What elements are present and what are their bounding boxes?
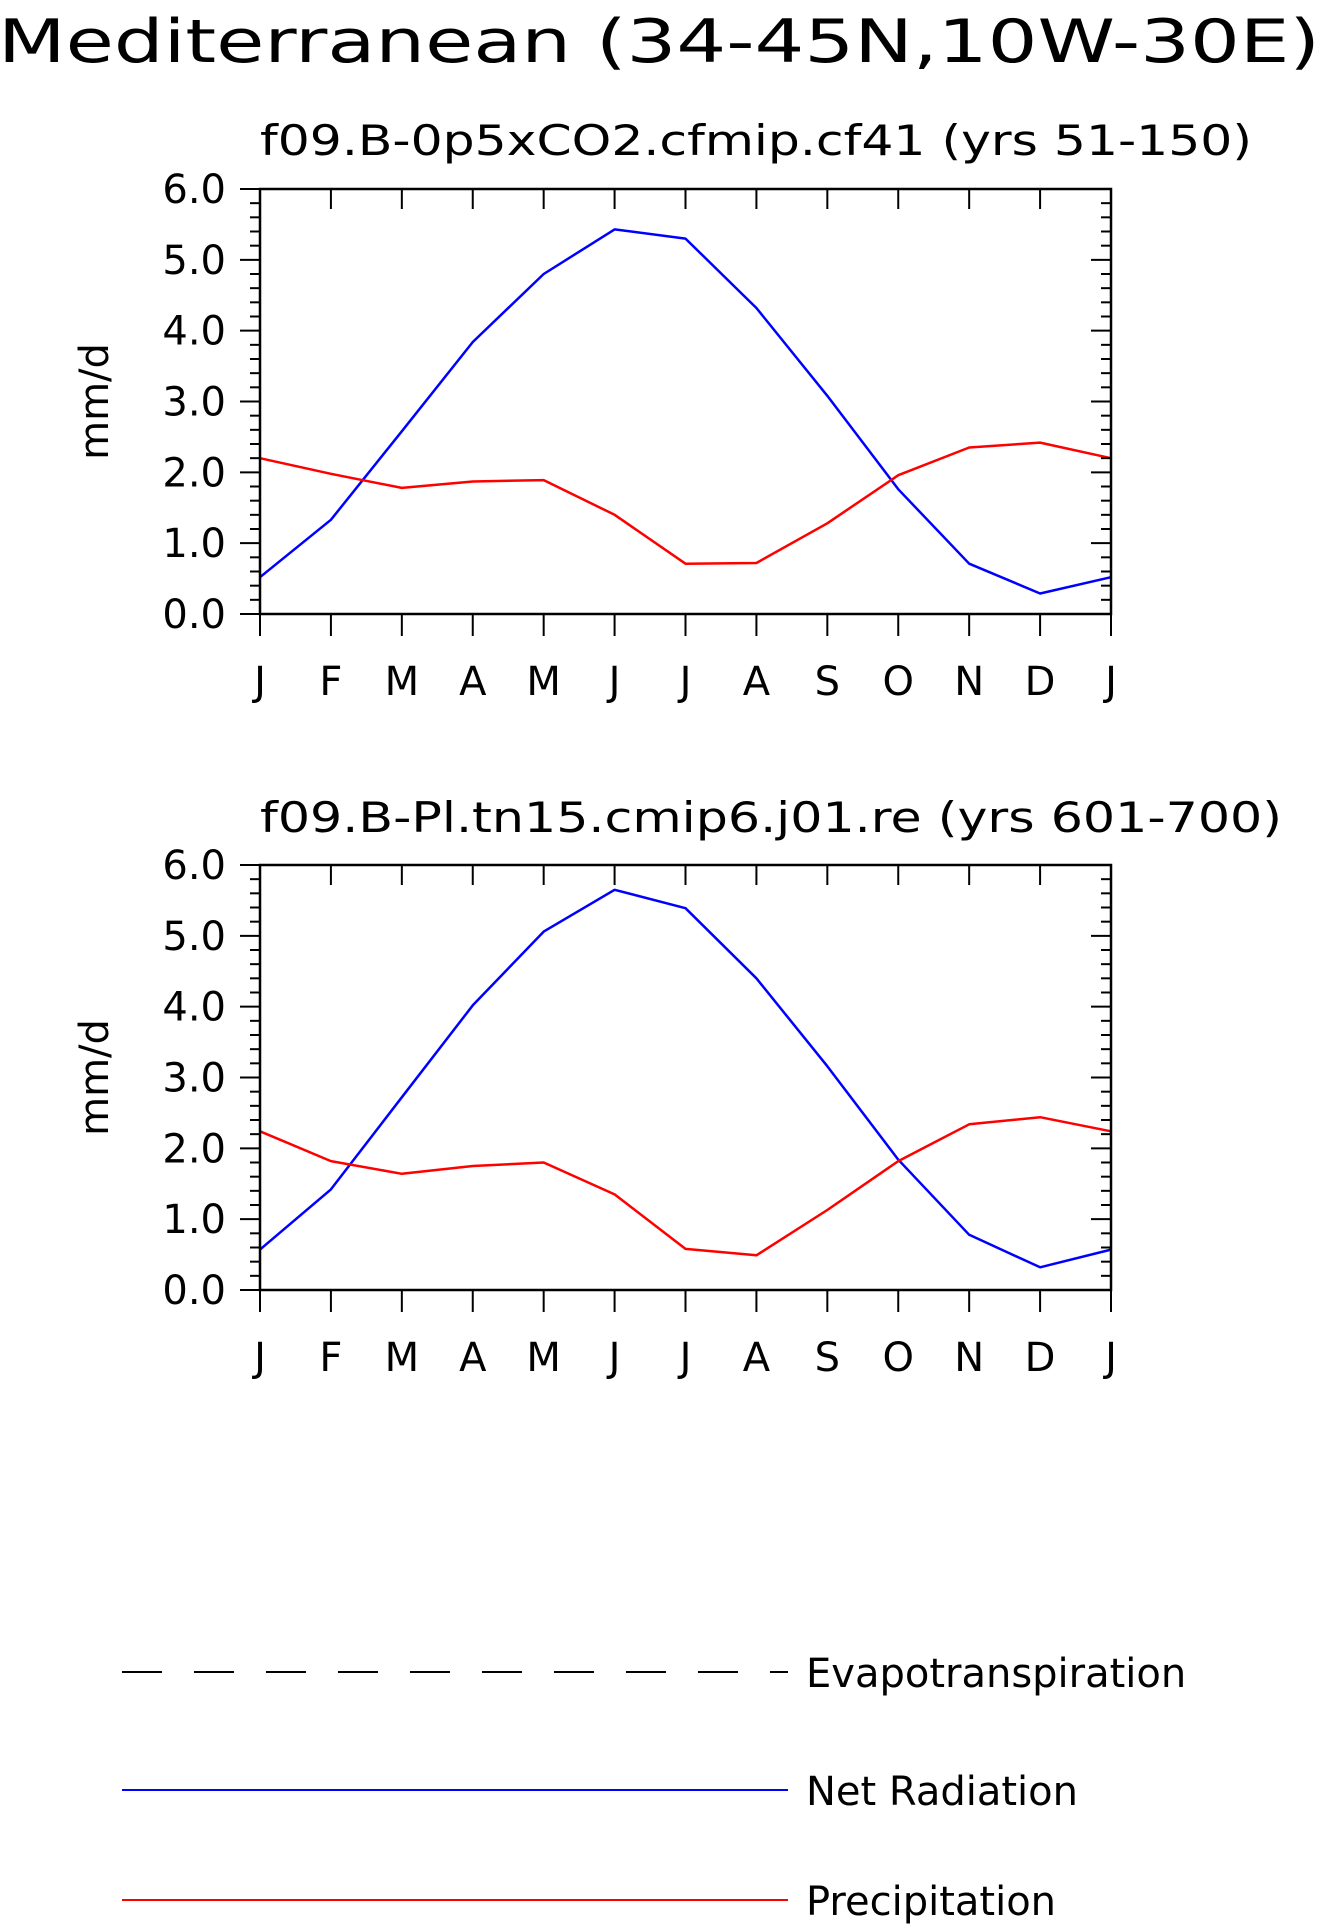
x-tick-label: N [954, 1335, 984, 1381]
plot-frame [258, 863, 1113, 1292]
x-tick-label: J [677, 1335, 692, 1381]
x-tick-label: A [743, 1335, 771, 1381]
x-tick-label: D [1025, 659, 1056, 705]
plot-frame [258, 187, 1113, 616]
x-tick-label: A [459, 659, 487, 705]
x-tick-label: M [385, 1335, 420, 1381]
x-tick-label: J [1102, 659, 1117, 705]
x-tick-label: J [251, 659, 266, 705]
y-tick-label: 2.0 [162, 1126, 226, 1172]
legend-label: Net Radiation [806, 1769, 1078, 1815]
x-tick-label: M [385, 659, 420, 705]
x-tick-label: M [526, 1335, 561, 1381]
y-tick-label: 4.0 [162, 985, 226, 1031]
x-tick-label: O [883, 1335, 914, 1381]
x-tick-label: A [743, 659, 771, 705]
x-tick-label: F [319, 1335, 342, 1381]
series-line-precipitation [259, 441, 1112, 565]
charts: f09.B-0p5xCO2.cfmip.cf41 (yrs 51-150) mm/… [72, 116, 1282, 1381]
y-tick-label: 4.0 [162, 309, 226, 355]
y-tick-label: 0.0 [162, 1268, 226, 1314]
legend-item-evapotranspiration: Evapotranspiration [122, 1651, 1186, 1697]
legend-item-net-radiation: Net Radiation [122, 1769, 1078, 1815]
chart-1: f09.B-0p5xCO2.cfmip.cf41 (yrs 51-150) mm/… [72, 116, 1252, 705]
y-tick-label: 6.0 [162, 167, 226, 213]
y-tick-label: 1.0 [162, 1197, 226, 1243]
x-tick-label: S [815, 659, 840, 705]
legend-label: Precipitation [806, 1879, 1056, 1925]
x-tick-label: J [251, 1335, 266, 1381]
y-tick-label: 3.0 [162, 380, 226, 426]
chart-2: f09.B-Pl.tn15.cmip6.j01.re (yrs 601-700)… [72, 793, 1282, 1381]
x-tick-label: J [677, 659, 692, 705]
x-tick-label: D [1025, 1335, 1056, 1381]
y-tick-label: 1.0 [162, 521, 226, 567]
x-tick-label: J [606, 1335, 621, 1381]
x-tick-label: S [815, 1335, 840, 1381]
x-tick-label: N [954, 659, 984, 705]
legend-item-precipitation: Precipitation [122, 1879, 1056, 1925]
legend-label: Evapotranspiration [806, 1651, 1186, 1697]
legend: Evapotranspiration Net Radiation Precipita… [122, 1651, 1186, 1925]
y-axis-label: mm/d [72, 1019, 118, 1136]
chart-title: f09.B-Pl.tn15.cmip6.j01.re (yrs 601-700) [260, 793, 1282, 842]
series-line-precipitation [259, 1115, 1112, 1257]
page-title: Mediterranean (34-45N,10W-30E) [0, 7, 1318, 77]
y-tick-label: 2.0 [162, 450, 226, 496]
chart-title: f09.B-0p5xCO2.cfmip.cf41 (yrs 51-150) [260, 116, 1252, 165]
y-axis-label: mm/d [72, 343, 118, 460]
y-tick-label: 5.0 [162, 914, 226, 960]
series-line-net-radiation [259, 228, 1112, 595]
x-tick-label: A [459, 1335, 487, 1381]
x-tick-label: J [606, 659, 621, 705]
y-tick-label: 0.0 [162, 592, 226, 638]
x-tick-label: F [319, 659, 342, 705]
x-tick-label: J [1102, 1335, 1117, 1381]
y-tick-label: 3.0 [162, 1056, 226, 1102]
x-tick-label: O [883, 659, 914, 705]
y-tick-label: 6.0 [162, 843, 226, 889]
series-line-net-radiation [259, 888, 1112, 1269]
x-tick-label: M [526, 659, 561, 705]
y-tick-label: 5.0 [162, 238, 226, 284]
